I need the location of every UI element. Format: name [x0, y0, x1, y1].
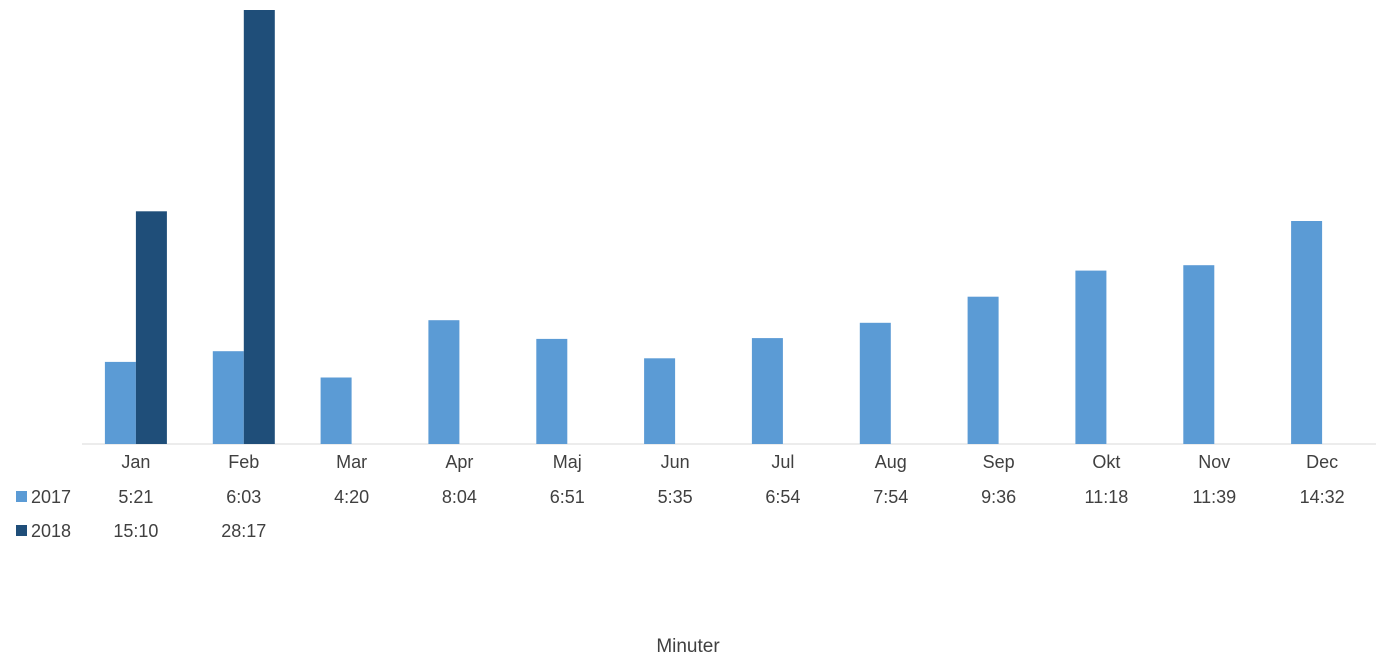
data-label-2018-Feb: 28:17: [221, 521, 266, 541]
x-tick-label-Jul: Jul: [771, 452, 794, 472]
x-tick-label-Feb: Feb: [228, 452, 259, 472]
bar-2017-Jun: [644, 358, 676, 444]
bar-2017-Nov: [1183, 265, 1215, 444]
bar-2018-Feb: [243, 10, 275, 444]
bar-2017-Jul: [751, 338, 783, 444]
data-label-2017-Nov: 11:39: [1192, 487, 1236, 507]
legend-swatch-2017: [16, 491, 27, 502]
x-tick-label-Dec: Dec: [1306, 452, 1338, 472]
x-tick-label-Jun: Jun: [661, 452, 690, 472]
x-tick-label-Maj: Maj: [553, 452, 582, 472]
bar-2018-Jan: [135, 211, 167, 444]
data-label-2017-Dec: 14:32: [1300, 487, 1345, 507]
bar-2017-Okt: [1075, 270, 1107, 444]
bar-2017-Maj: [536, 338, 568, 444]
bars-group: [104, 10, 1323, 444]
data-table: 2017 5:21 6:03 4:20 8:04 6:51 5:35 6:54 7:54 9:36…: [16, 487, 1345, 541]
bar-2017-Jan: [104, 361, 136, 444]
x-tick-label-Sep: Sep: [983, 452, 1015, 472]
x-tick-label-Aug: Aug: [875, 452, 907, 472]
x-tick-label-Apr: Apr: [445, 452, 473, 472]
data-label-2017-Apr: 8:04: [442, 487, 477, 507]
data-label-2018-Jan: 15:10: [113, 521, 158, 541]
x-axis-title: Minuter: [656, 636, 720, 657]
data-label-2017-Maj: 6:51: [550, 487, 585, 507]
bar-2017-Feb: [212, 351, 244, 444]
bar-2017-Apr: [428, 320, 460, 444]
bar-2017-Aug: [859, 322, 891, 444]
legend-label-2017: 2017: [31, 487, 71, 507]
data-label-2017-Jun: 5:35: [658, 487, 693, 507]
x-tick-labels: Jan Feb Mar Apr Maj Jun Jul Aug Sep Okt Nov Dec: [121, 452, 1338, 472]
x-tick-label-Nov: Nov: [1198, 452, 1230, 472]
data-label-2017-Jul: 6:54: [765, 487, 800, 507]
x-tick-label-Okt: Okt: [1092, 452, 1120, 472]
bar-2017-Sep: [967, 296, 999, 444]
x-tick-label-Jan: Jan: [121, 452, 150, 472]
data-label-2017-Mar: 4:20: [334, 487, 369, 507]
data-label-2017-Jan: 5:21: [118, 487, 153, 507]
data-label-2017-Feb: 6:03: [226, 487, 261, 507]
bar-2017-Dec: [1291, 221, 1323, 444]
bar-2017-Mar: [320, 377, 352, 444]
data-label-2017-Aug: 7:54: [873, 487, 908, 507]
data-label-2017-Okt: 11:18: [1085, 487, 1129, 507]
legend-label-2018: 2018: [31, 521, 71, 541]
data-label-2017-Sep: 9:36: [981, 487, 1016, 507]
x-tick-label-Mar: Mar: [336, 452, 367, 472]
legend-swatch-2018: [16, 525, 27, 536]
